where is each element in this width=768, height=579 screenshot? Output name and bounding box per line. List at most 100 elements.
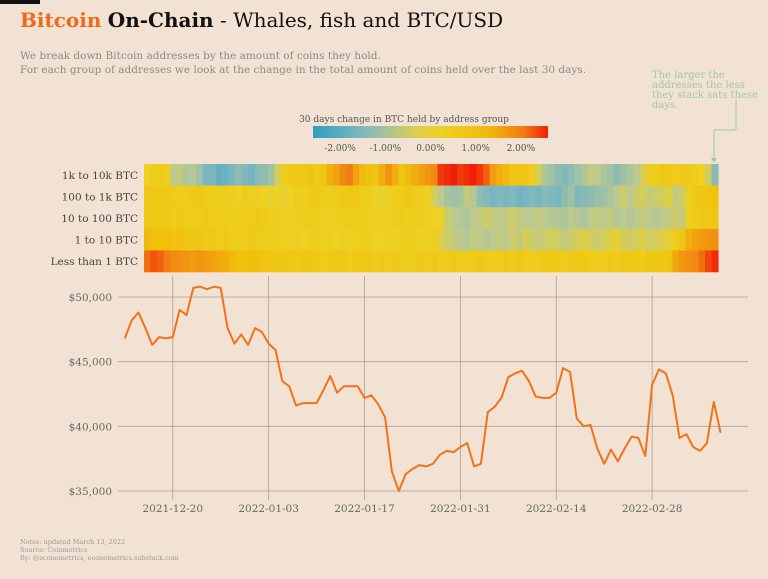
heatmap-cell: [411, 185, 419, 208]
heatmap-cell: [574, 164, 582, 186]
heatmap-cell: [672, 207, 680, 230]
heatmap-cell: [489, 228, 497, 251]
heatmap-cell: [528, 207, 536, 230]
heatmap-cell: [561, 228, 569, 251]
heatmap-cell: [209, 185, 217, 208]
heatmap-cell: [522, 185, 530, 208]
heatmap-cell: [346, 250, 354, 273]
heatmap-cell: [698, 207, 706, 230]
heatmap-cell: [659, 207, 667, 230]
heatmap-cell: [170, 164, 178, 186]
heatmap-cell: [515, 250, 523, 273]
heatmap-cell: [359, 185, 367, 208]
heatmap-cell: [352, 228, 360, 251]
heatmap-cell: [209, 164, 217, 186]
heatmap-cell: [594, 164, 602, 186]
heatmap-cell: [659, 228, 667, 251]
x-tick-label: 2022-02-28: [622, 503, 683, 515]
heatmap-cell: [346, 228, 354, 251]
heatmap-cell: [163, 185, 171, 208]
heatmap-cell: [489, 164, 497, 186]
top-accent-bar: [0, 0, 40, 4]
heatmap-cell: [365, 228, 373, 251]
title-bold: On-Chain: [107, 8, 214, 32]
heatmap-cell: [424, 207, 432, 230]
heatmap-cell: [450, 250, 458, 273]
heatmap-cell: [561, 185, 569, 208]
heatmap-cell: [189, 185, 197, 208]
legend-title: 30 days change in BTC held by address gr…: [299, 115, 509, 125]
heatmap-cell: [711, 250, 719, 273]
heatmap-cell: [391, 250, 399, 273]
heatmap-cell: [581, 185, 589, 208]
heatmap-cell: [215, 164, 223, 186]
heatmap-cell: [535, 185, 543, 208]
heatmap-cell: [307, 228, 315, 251]
legend-ticks: -2.00% -1.00% 0.00% 1.00% 2.00%: [324, 144, 535, 154]
heatmap-cell: [463, 228, 471, 251]
heatmap-cell: [391, 207, 399, 230]
heatmap-cell: [496, 250, 504, 273]
heatmap-cell: [470, 207, 478, 230]
heatmap-cell: [457, 250, 465, 273]
heatmap-cell: [202, 250, 210, 273]
heatmap-cell: [554, 185, 563, 208]
heatmap-cell: [685, 250, 693, 273]
heatmap-cell: [626, 250, 634, 273]
heatmap-cell: [333, 207, 341, 230]
heatmap-cell: [528, 164, 536, 186]
heatmap-cell: [567, 207, 576, 230]
heatmap-cell: [698, 250, 706, 273]
heatmap-cell: [509, 164, 517, 186]
heatmap-cell: [665, 250, 673, 273]
heatmap-cell: [646, 250, 654, 273]
title-rest: - Whales, fish and BTC/USD: [219, 8, 504, 32]
line-chart-grid: [118, 276, 748, 500]
heatmap-cell: [561, 164, 569, 186]
heatmap-cell: [450, 185, 458, 208]
heatmap-cell: [522, 207, 530, 230]
heatmap-cell: [157, 185, 165, 208]
heatmap-cell: [437, 228, 445, 251]
heatmap-cell: [626, 228, 634, 251]
heatmap-cell: [307, 250, 315, 273]
heatmap-cell: [267, 250, 276, 273]
heatmap-cell: [502, 185, 510, 208]
heatmap-cell: [665, 164, 673, 186]
heatmap-cell: [189, 164, 197, 186]
heatmap-cell: [287, 228, 295, 251]
heatmap-cell: [417, 228, 426, 251]
heatmap-cell: [222, 228, 230, 251]
heatmap-cell: [437, 207, 445, 230]
heatmap-cell: [522, 228, 530, 251]
heatmap-cell: [333, 250, 341, 273]
heatmap-cell: [202, 228, 210, 251]
heatmap-cell: [711, 185, 719, 208]
heatmap-cell: [254, 228, 263, 251]
heatmap-row-labels: 1k to 10k BTC 100 to 1k BTC 10 to 100 BTC 1…: [51, 170, 138, 268]
legend-tick-label: 2.00%: [507, 144, 536, 154]
heatmap-cell: [704, 207, 713, 230]
heatmap-cell: [417, 207, 426, 230]
heatmap-cell: [470, 185, 478, 208]
heatmap-cell: [444, 164, 452, 186]
heatmap-cell: [587, 207, 595, 230]
heatmap-cell: [659, 164, 667, 186]
heatmap-cell: [261, 250, 269, 273]
heatmap-cell: [646, 164, 654, 186]
heatmap-cell: [157, 164, 165, 186]
heatmap-cell: [535, 164, 543, 186]
heatmap-cell: [567, 250, 576, 273]
heatmap-cell: [404, 185, 413, 208]
heatmap-cell: [548, 207, 556, 230]
heatmap-cell: [607, 185, 615, 208]
heatmap-cell: [294, 228, 302, 251]
heatmap-cell: [352, 250, 360, 273]
heatmap-cell: [476, 250, 484, 273]
footer-notes: Notes: updated March 13, 2022 Source: Co…: [20, 538, 179, 562]
heatmap-cell: [522, 250, 530, 273]
heatmap-cell: [431, 207, 439, 230]
heatmap-cell: [267, 185, 276, 208]
heatmap-cell: [157, 207, 165, 230]
heatmap-cell: [672, 228, 680, 251]
